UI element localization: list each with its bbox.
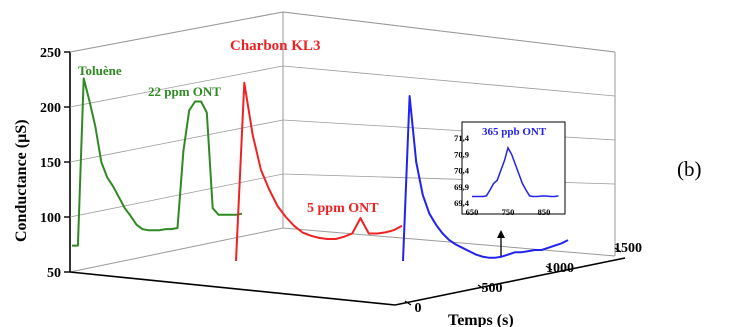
y-axis-ticks: 50 100 150 200 250: [40, 46, 70, 281]
inset-series-line: [472, 145, 559, 198]
annotation-arrow: [497, 230, 505, 256]
series-label-toluene: Toluène: [78, 63, 122, 78]
series-line-green: [72, 77, 243, 247]
depth-axis-line: [394, 257, 626, 306]
y-axis-label: Conductance (µS): [13, 119, 30, 242]
inset-y-tick-label: 70,4: [454, 166, 470, 176]
chart-series: [72, 77, 569, 262]
depth-tick-label: 1000: [546, 261, 574, 276]
y-tick-label: 150: [40, 156, 61, 171]
inset-y-tick-label: 70,9: [454, 149, 469, 159]
depth-tick-label: 500: [482, 281, 503, 296]
frame-edge: [69, 227, 284, 273]
depth-tick: [477, 284, 485, 290]
depth-tick: [614, 247, 622, 253]
gridline: [69, 11, 284, 53]
y-tick-label: 100: [40, 211, 61, 226]
floor-front-edge: [69, 271, 396, 306]
gridline: [69, 65, 284, 108]
series-label-22ppm: 22 ppm ONT: [148, 84, 221, 99]
inset-x-tick-label: 850: [538, 207, 551, 217]
y-tick-label: 50: [47, 266, 61, 281]
inset-x-ticks: 650 750 850: [466, 207, 551, 217]
y-tick-label: 250: [40, 46, 61, 61]
series-label-5ppm: 5 ppm ONT: [307, 201, 379, 216]
inset-frame: [461, 121, 566, 215]
inset-y-ticks: 69,4 69,9 70,4 70,9 71,4: [454, 133, 470, 208]
chart-title: Charbon KL3: [230, 38, 320, 54]
depth-tick-label: 1500: [614, 241, 642, 256]
depth-tick: [545, 265, 553, 271]
y-tick-label: 200: [40, 101, 61, 116]
gridline: [69, 119, 284, 163]
series-line-red: [235, 81, 403, 262]
inset-chart: 365 ppb ONT 69,4 69,9 70,4 70,9 71,4 650 750 8…: [454, 121, 566, 217]
gridline: [282, 65, 616, 97]
panel-label: (b): [677, 157, 702, 181]
inset-y-tick-label: 69,9: [454, 182, 469, 192]
frame-edge: [282, 227, 616, 257]
gridline: [282, 11, 616, 53]
inset-x-tick-label: 650: [466, 207, 479, 217]
inset-y-tick-label: 71,4: [454, 133, 470, 143]
series-line-blue: [402, 95, 569, 262]
gridline: [69, 173, 284, 218]
depth-axis-ticks: 0 500 1000 1500: [404, 241, 642, 316]
inset-x-tick-label: 750: [502, 207, 515, 217]
depth-axis-label: Temps (s): [448, 312, 514, 327]
inset-y-tick-label: 69,4: [454, 198, 470, 208]
depth-tick: [404, 300, 412, 306]
inset-title: 365 ppb ONT: [482, 126, 547, 138]
depth-tick-label: 0: [415, 301, 422, 316]
